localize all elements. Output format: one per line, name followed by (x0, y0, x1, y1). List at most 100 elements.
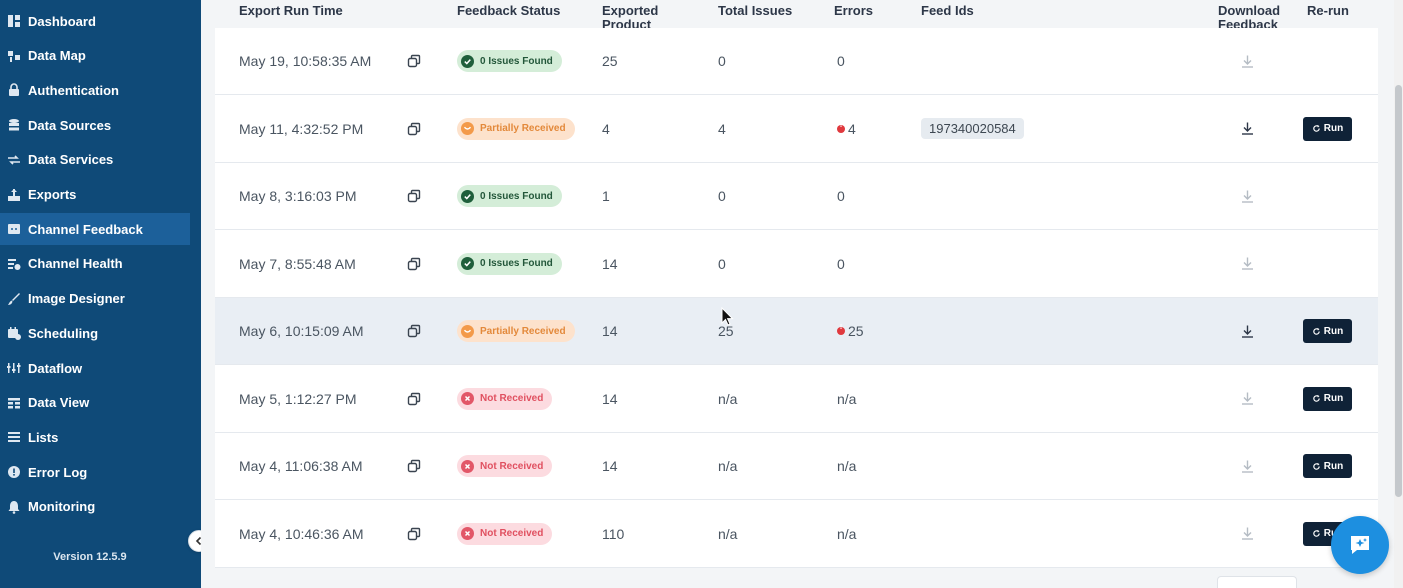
header-export-run-time[interactable]: Export Run Time (239, 3, 343, 18)
pagination-box[interactable] (1217, 576, 1297, 588)
x-circle-icon (461, 459, 474, 473)
refresh-icon (1313, 394, 1320, 402)
header-exported-products[interactable]: Exported Product (602, 3, 659, 29)
header-rerun: Re-run (1307, 3, 1349, 18)
sidebar-item-exports[interactable]: Exports (0, 179, 190, 211)
download-icon (1240, 433, 1255, 499)
download-icon (1240, 28, 1255, 94)
header-download-feedback[interactable]: Download Feedback (1218, 3, 1281, 29)
sidebar-item-data-sources[interactable]: Data Sources (0, 109, 190, 141)
total-issues: n/a (718, 458, 738, 474)
copy-icon[interactable] (407, 366, 421, 432)
sidebar-item-dataflow[interactable]: Dataflow (0, 352, 190, 384)
status-badge: 0 Issues Found (457, 252, 562, 275)
download-icon[interactable] (1240, 96, 1255, 162)
sidebar-item-scheduling[interactable]: Scheduling (0, 317, 190, 349)
sidebar-item-channel-health[interactable]: Channel Health (0, 248, 190, 280)
smile-circle-icon (461, 324, 474, 338)
copy-icon[interactable] (407, 28, 421, 94)
feed-id-chip[interactable]: 197340020584 (921, 118, 1024, 139)
total-issues: 0 (718, 188, 726, 204)
sidebar-item-dashboard[interactable]: Dashboard (0, 5, 190, 37)
download-icon[interactable] (1240, 298, 1255, 364)
run-label: Run (1323, 325, 1344, 337)
export-run-time: May 7, 8:55:48 AM (239, 255, 356, 272)
data-map-icon (6, 48, 21, 63)
status-badge: Not Received (457, 455, 553, 477)
table-header: Export Run Time Feedback Status Exported… (215, 0, 1378, 29)
sidebar-item-channel-feedback[interactable]: Channel Feedback (0, 213, 190, 246)
status-label: Not Received (480, 393, 544, 404)
run-button[interactable]: Run (1303, 319, 1352, 343)
status-label: Not Received (480, 460, 544, 472)
check-circle-icon (461, 54, 474, 68)
chat-button[interactable] (1331, 516, 1389, 574)
run-button[interactable]: Run (1303, 454, 1352, 478)
sidebar-item-data-map[interactable]: Data Map (0, 40, 190, 72)
copy-icon[interactable] (407, 96, 421, 162)
header-total-issues[interactable]: Total Issues (718, 3, 793, 18)
errors-count: 0 (837, 53, 845, 69)
table-view-icon (6, 395, 21, 410)
scrollbar-thumb[interactable] (1395, 85, 1402, 497)
total-issues: 4 (718, 120, 726, 137)
exported-products: 14 (602, 255, 618, 272)
sidebar-item-label: Authentication (28, 82, 119, 98)
header-errors[interactable]: Errors (834, 3, 874, 18)
copy-icon[interactable] (407, 163, 421, 229)
table-row[interactable]: May 5, 1:12:27 PM Not Received 14 n/a n/a Run (215, 366, 1378, 433)
table-row[interactable]: May 6, 10:15:09 AM Partially Received 14 25… (215, 298, 1378, 365)
bell-icon (6, 499, 21, 514)
total-issues: n/a (718, 525, 738, 542)
copy-icon[interactable] (407, 298, 421, 364)
table-row[interactable]: May 7, 8:55:48 AM 0 Issues Found 14 0 0 (215, 231, 1378, 298)
export-run-time: May 8, 3:16:03 PM (239, 188, 357, 204)
run-button[interactable]: Run (1303, 116, 1352, 141)
refresh-icon (1313, 529, 1320, 537)
refresh-icon (1313, 124, 1320, 132)
table-row[interactable]: May 8, 3:16:03 PM 0 Issues Found 1 0 0 (215, 163, 1378, 230)
list-icon (6, 430, 21, 445)
exported-products: 14 (602, 458, 618, 474)
feedback-table: May 19, 10:58:35 AM 0 Issues Found 25 0 0 May… (215, 28, 1378, 568)
sidebar-item-data-services[interactable]: Data Services (0, 144, 190, 176)
copy-icon[interactable] (407, 501, 421, 567)
run-label: Run (1323, 393, 1344, 404)
refresh-icon (1313, 462, 1320, 470)
sidebar-item-label: Lists (28, 429, 59, 445)
table-row[interactable]: May 19, 10:58:35 AM 0 Issues Found 25 0 0 (215, 28, 1378, 95)
brush-icon (6, 291, 21, 306)
download-icon (1240, 231, 1255, 297)
errors-count: 0 (837, 188, 845, 204)
copy-icon[interactable] (407, 433, 421, 499)
exported-products: 25 (602, 53, 618, 69)
x-circle-icon (461, 527, 474, 540)
export-icon (6, 187, 21, 202)
sidebar-item-authentication[interactable]: Authentication (0, 74, 190, 106)
total-issues: n/a (718, 390, 738, 407)
sidebar-item-label: Error Log (28, 464, 88, 480)
header-feed-ids[interactable]: Feed Ids (921, 3, 974, 18)
copy-icon[interactable] (407, 231, 421, 297)
sidebar-item-label: Exports (28, 187, 77, 202)
errors-count: n/a (837, 390, 857, 407)
header-feedback-status[interactable]: Feedback Status (457, 3, 561, 18)
sidebar-item-label: Image Designer (28, 291, 125, 307)
sidebar-item-image-designer[interactable]: Image Designer (0, 283, 190, 315)
run-button[interactable]: Run (1303, 386, 1352, 411)
table-row[interactable]: May 11, 4:32:52 PM Partially Received 4 4 4 1… (215, 96, 1378, 163)
sidebar-item-monitoring[interactable]: Monitoring (0, 491, 190, 523)
export-run-time: May 6, 10:15:09 AM (239, 323, 364, 339)
error-alert-icon (837, 122, 845, 133)
errors-count: n/a (837, 458, 857, 474)
sidebar-item-lists[interactable]: Lists (0, 421, 190, 453)
refresh-icon (1313, 327, 1320, 335)
swap-arrows-icon (6, 152, 21, 167)
total-issues: 25 (718, 323, 734, 339)
sidebar-item-data-view[interactable]: Data View (0, 387, 190, 419)
table-row[interactable]: May 4, 11:06:38 AM Not Received 14 n/a n/a Ru… (215, 433, 1378, 500)
sidebar-item-error-log[interactable]: Error Log (0, 456, 190, 488)
database-icon (6, 118, 21, 133)
status-badge: Not Received (457, 387, 553, 410)
